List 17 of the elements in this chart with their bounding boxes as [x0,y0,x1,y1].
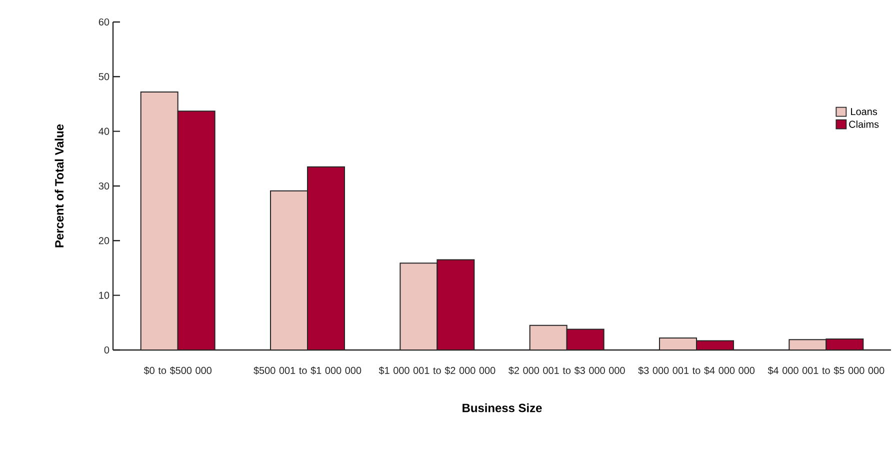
x-tick-label: $4 000 001 to $5 000 000 [768,366,884,375]
x-tick-label: $3 000 001 to $4 000 000 [638,366,755,375]
y-tick-label: 10 [99,292,110,299]
y-tick-label: 30 [98,182,110,190]
x-tick-label: $0 to $500 000 [144,366,212,375]
y-tick-label: 0 [104,346,110,354]
y-axis-title: Percent of Total Value [54,124,64,248]
x-tick-label: $1 000 001 to $2 000 000 [378,366,496,375]
y-tick-label: 40 [98,128,110,135]
x-axis-title: Business Size [462,403,542,412]
x-tick-label: $2 000 001 to $3 000 000 [508,366,625,375]
y-tick-label: 20 [98,237,110,244]
x-tick-label: $500 001 to $1 000 000 [254,366,362,375]
y-tick-label: 50 [98,73,110,80]
legend-label: Loans [851,108,878,116]
y-tick-label: 60 [98,18,110,26]
legend-label: Claims [849,120,879,128]
